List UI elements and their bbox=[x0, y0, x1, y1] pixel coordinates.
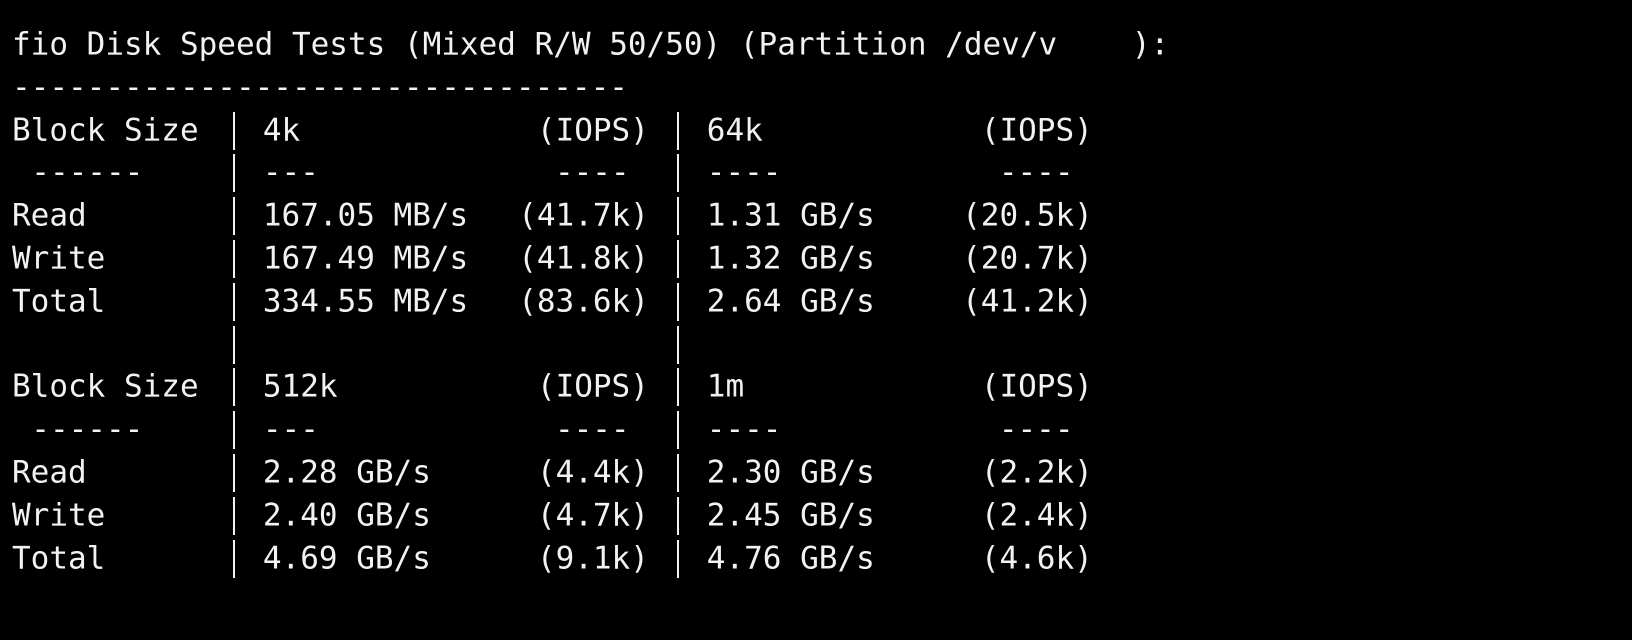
column-divider bbox=[232, 368, 235, 407]
cell: 2.64 GB/s bbox=[706, 283, 875, 320]
cell: (20.7k) bbox=[962, 240, 1093, 277]
header-cell: 1m bbox=[706, 368, 745, 405]
column-divider bbox=[676, 539, 679, 578]
header-cell: (IOPS) bbox=[980, 112, 1093, 149]
header-cell: 64k bbox=[706, 112, 763, 149]
column-divider bbox=[232, 539, 235, 578]
column-divider bbox=[676, 368, 679, 407]
column-divider bbox=[676, 282, 679, 321]
cell: (4.4k) bbox=[536, 454, 649, 491]
cell: (9.1k) bbox=[536, 540, 649, 577]
header-cell: 512k bbox=[262, 368, 338, 405]
row-label: Write bbox=[12, 240, 106, 277]
dash-cell: ---- bbox=[706, 411, 782, 448]
cell: (2.2k) bbox=[980, 454, 1093, 491]
dash-cell: ------ bbox=[31, 154, 144, 191]
column-divider bbox=[232, 325, 235, 364]
row-label: Read bbox=[12, 454, 87, 491]
column-divider bbox=[232, 282, 235, 321]
column-divider bbox=[232, 454, 235, 492]
header-cell: 4k bbox=[262, 112, 301, 149]
column-divider bbox=[676, 454, 679, 492]
cell: 2.28 GB/s bbox=[262, 454, 431, 491]
title: fio Disk Speed Tests (Mixed R/W 50/50) (… bbox=[12, 26, 1170, 63]
cell: (2.4k) bbox=[980, 497, 1093, 534]
cell: 4.69 GB/s bbox=[262, 540, 431, 577]
cell: 167.49 MB/s bbox=[262, 240, 469, 277]
row-label: Read bbox=[12, 197, 87, 234]
column-divider bbox=[232, 240, 235, 278]
column-divider bbox=[676, 154, 679, 193]
dash-cell: ---- bbox=[998, 154, 1074, 191]
header-cell: (IOPS) bbox=[980, 368, 1093, 405]
column-divider bbox=[232, 496, 235, 535]
cell: 2.45 GB/s bbox=[706, 497, 875, 534]
column-divider bbox=[676, 496, 679, 535]
column-divider bbox=[676, 411, 679, 450]
dash-cell: ---- bbox=[998, 411, 1074, 448]
header-cell: Block Size bbox=[12, 112, 199, 149]
dash-cell: ---- bbox=[706, 154, 782, 191]
row-label: Write bbox=[12, 497, 106, 534]
separator: --------------------------------- bbox=[12, 69, 628, 106]
cell: 4.76 GB/s bbox=[706, 540, 875, 577]
dash-cell: ---- bbox=[554, 154, 630, 191]
cell: (83.6k) bbox=[518, 283, 649, 320]
column-divider bbox=[676, 197, 679, 236]
column-divider bbox=[232, 111, 235, 150]
cell: (4.6k) bbox=[980, 540, 1093, 577]
column-divider bbox=[676, 240, 679, 278]
cell: (41.2k) bbox=[962, 283, 1093, 320]
header-cell: (IOPS) bbox=[536, 368, 649, 405]
dash-cell: ------ bbox=[31, 411, 144, 448]
cell: (20.5k) bbox=[962, 197, 1093, 234]
cell: 167.05 MB/s bbox=[262, 197, 469, 234]
column-divider bbox=[232, 411, 235, 450]
column-divider bbox=[676, 111, 679, 150]
dash-cell: ---- bbox=[554, 411, 630, 448]
header-cell: (IOPS) bbox=[536, 112, 649, 149]
dash-cell: --- bbox=[262, 154, 319, 191]
cell: 2.30 GB/s bbox=[706, 454, 875, 491]
cell: (41.8k) bbox=[518, 240, 649, 277]
row-label: Total bbox=[12, 283, 106, 320]
cell: (41.7k) bbox=[518, 197, 649, 234]
cell: 1.31 GB/s bbox=[706, 197, 875, 234]
dash-cell: --- bbox=[262, 411, 319, 448]
header-cell: Block Size bbox=[12, 368, 199, 405]
column-divider bbox=[676, 325, 679, 364]
row-label: Total bbox=[12, 540, 106, 577]
column-divider bbox=[232, 197, 235, 236]
cell: 334.55 MB/s bbox=[262, 283, 469, 320]
column-divider bbox=[232, 154, 235, 193]
cell: 1.32 GB/s bbox=[706, 240, 875, 277]
cell: 2.40 GB/s bbox=[262, 497, 431, 534]
cell: (4.7k) bbox=[536, 497, 649, 534]
